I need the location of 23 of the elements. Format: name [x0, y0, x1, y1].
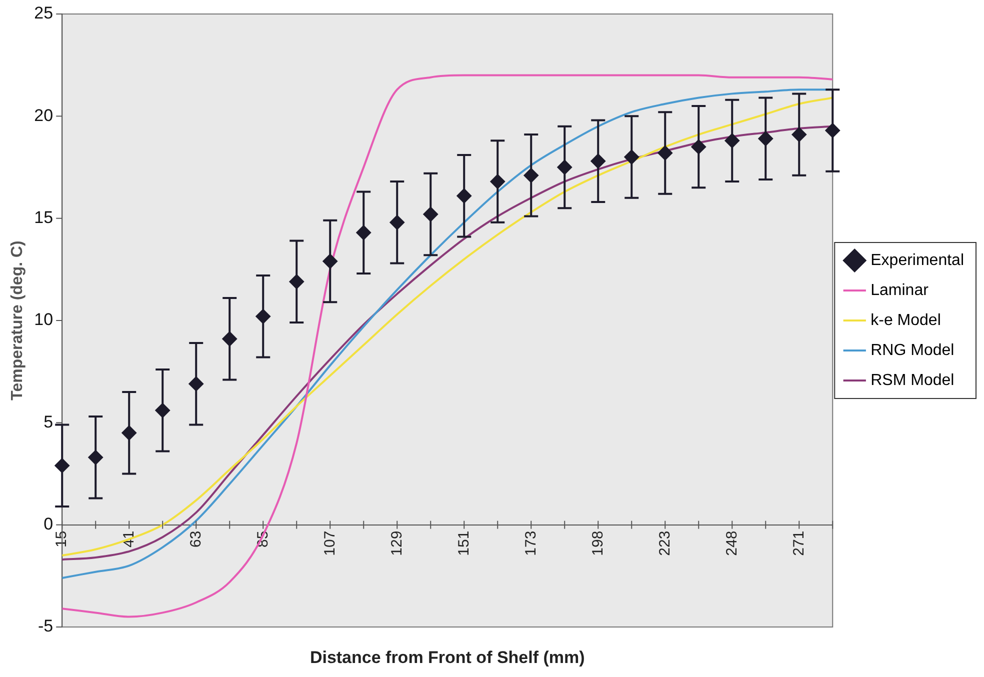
x-tick-label: 223: [656, 530, 674, 556]
x-tick-label: 173: [522, 530, 540, 556]
y-tick-label: -5: [38, 616, 54, 636]
y-tick-label: 15: [34, 208, 54, 228]
legend-label: RNG Model: [870, 342, 954, 359]
x-tick-label: 151: [455, 530, 472, 556]
x-tick-label: 63: [187, 530, 204, 548]
legend-label: RSM Model: [870, 372, 954, 389]
x-axis-title: Distance from Front of Shelf (mm): [310, 648, 585, 668]
y-tick-label: 5: [44, 412, 54, 432]
y-tick-label: 20: [34, 106, 54, 125]
y-axis-title: Temperature (deg. C): [9, 240, 26, 400]
y-tick-label: 25: [34, 4, 54, 23]
x-tick-label: 198: [589, 530, 606, 556]
x-tick-label: 248: [723, 530, 740, 556]
legend-label: k-e Model: [870, 312, 941, 329]
y-tick-label: 0: [44, 514, 54, 534]
legend-label: Laminar: [870, 282, 930, 299]
y-tick-label: 10: [34, 310, 54, 330]
x-tick-label: 271: [790, 530, 808, 556]
legend-label: Experimental: [870, 252, 964, 269]
x-tick-label: 107: [321, 530, 338, 556]
x-tick-label: 129: [388, 530, 406, 556]
